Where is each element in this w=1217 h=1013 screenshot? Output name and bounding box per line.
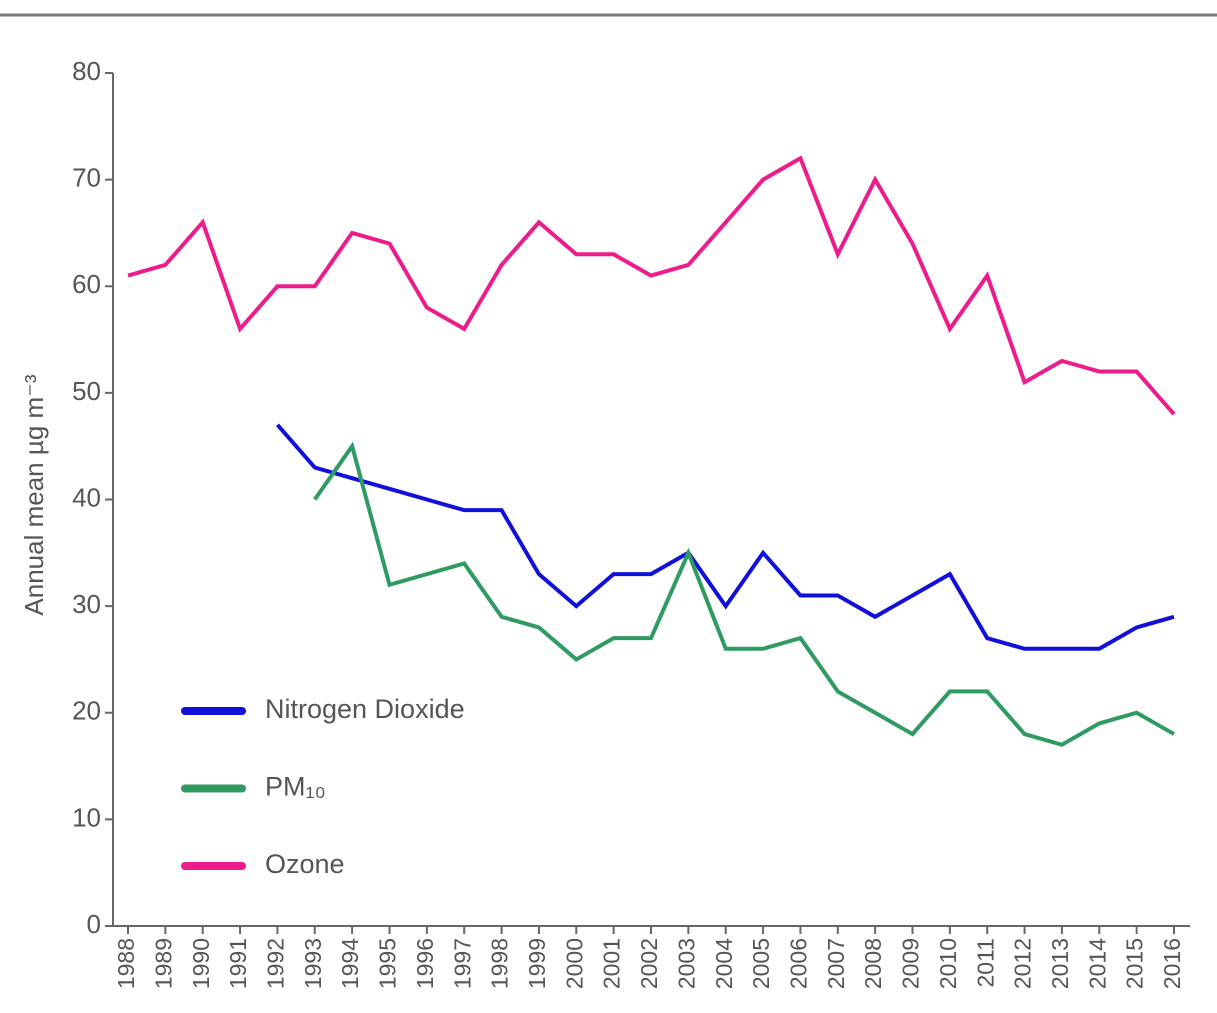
- x-tick-label: 1998: [487, 938, 513, 989]
- y-tick-label: 40: [72, 482, 101, 512]
- x-tick-label: 1995: [375, 938, 401, 989]
- x-tick-label: 2009: [898, 938, 924, 989]
- legend-label: Nitrogen Dioxide: [265, 694, 465, 724]
- series-line: [127, 155, 1176, 416]
- x-tick-label: 2007: [823, 938, 849, 989]
- x-tick-label: 2014: [1084, 938, 1110, 989]
- x-tick-label: 2002: [636, 938, 662, 989]
- x-tick-label: 2015: [1122, 938, 1148, 989]
- y-tick-label: 30: [72, 589, 101, 619]
- y-tick-label: 0: [87, 909, 101, 939]
- x-tick-label: 2016: [1159, 938, 1185, 989]
- x-tick-label: 2013: [1047, 938, 1073, 989]
- x-tick-label: 1990: [188, 938, 214, 989]
- x-tick-label: 1997: [449, 938, 475, 989]
- x-tick-label: 1988: [113, 938, 139, 989]
- x-tick-label: 1994: [337, 938, 363, 989]
- x-tick-label: 1989: [150, 938, 176, 989]
- x-tick-label: 2003: [673, 938, 699, 989]
- x-tick-label: 1993: [300, 938, 326, 989]
- series-line: [313, 441, 1175, 747]
- x-tick-label: 2000: [561, 938, 587, 989]
- x-tick-label: 2011: [972, 938, 998, 987]
- y-tick-label: 20: [72, 696, 101, 726]
- x-tick-label: 2012: [1010, 938, 1036, 989]
- x-tick-label: 1996: [412, 938, 438, 989]
- x-tick-label: 2005: [748, 938, 774, 989]
- series-line: [275, 423, 1175, 651]
- x-tick-label: 2010: [935, 938, 961, 989]
- legend-label: Ozone: [265, 849, 345, 879]
- y-tick-label: 60: [72, 269, 101, 299]
- y-tick-label: 50: [72, 376, 101, 406]
- x-tick-label: 1991: [225, 938, 251, 989]
- legend-label: PM₁₀: [265, 772, 326, 802]
- y-axis-label: Annual mean µg m⁻³: [19, 374, 49, 615]
- x-tick-label: 2001: [599, 938, 625, 989]
- y-tick-label: 10: [72, 802, 101, 832]
- y-tick-label: 70: [72, 163, 101, 193]
- y-tick-label: 80: [72, 56, 101, 86]
- x-tick-label: 2004: [711, 938, 737, 989]
- x-tick-label: 2006: [786, 938, 812, 989]
- x-tick-label: 2008: [860, 938, 886, 989]
- x-tick-label: 1992: [263, 938, 289, 989]
- x-tick-label: 1999: [524, 938, 550, 989]
